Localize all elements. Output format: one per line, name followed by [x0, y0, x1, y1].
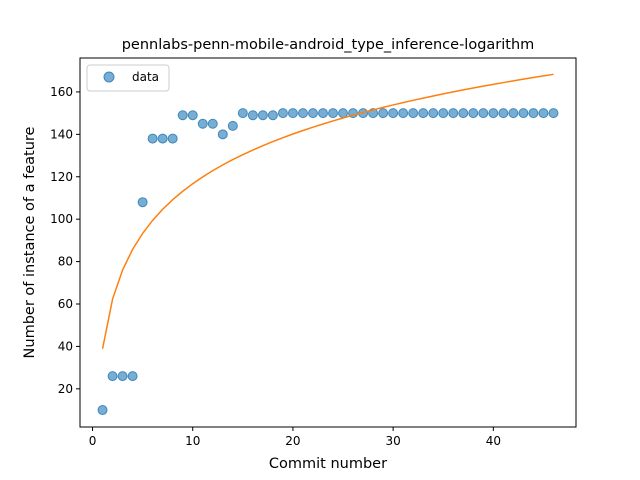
fit-line	[101, 73, 554, 349]
data-point	[488, 108, 499, 119]
y-tick-label: 80	[58, 255, 73, 269]
data-point	[117, 371, 128, 382]
data-point	[418, 108, 429, 119]
data-point	[167, 133, 178, 144]
data-point	[538, 108, 549, 119]
data-point	[177, 110, 188, 121]
data-point	[388, 108, 399, 119]
x-tick-label: 20	[285, 434, 300, 448]
data-point	[217, 129, 228, 140]
data-point	[257, 110, 268, 121]
data-point	[297, 108, 308, 119]
y-tick-label: 60	[58, 297, 73, 311]
data-point	[518, 108, 529, 119]
y-tick-label: 160	[50, 85, 73, 99]
data-point	[187, 110, 198, 121]
chart-title: pennlabs-penn-mobile-android_type_infere…	[122, 37, 535, 53]
data-point	[498, 108, 509, 119]
data-point	[127, 371, 138, 382]
data-point	[438, 108, 449, 119]
x-tick-label: 40	[486, 434, 501, 448]
y-tick-label: 140	[50, 127, 73, 141]
data-point	[428, 108, 439, 119]
legend-label-data: data	[132, 70, 159, 84]
data-point	[328, 108, 339, 119]
data-point	[237, 108, 248, 119]
y-tick-label: 120	[50, 170, 73, 184]
data-point	[157, 133, 168, 144]
y-tick-label: 40	[58, 339, 73, 353]
x-axis-label: Commit number	[269, 456, 387, 472]
plot-area	[97, 73, 559, 416]
data-point	[478, 108, 489, 119]
x-tick-label: 10	[185, 434, 200, 448]
data-point	[207, 118, 218, 129]
data-point	[548, 108, 559, 119]
axes-frame	[79, 57, 577, 428]
x-tick-label: 0	[89, 434, 97, 448]
data-point	[508, 108, 519, 119]
legend-marker-data	[103, 71, 115, 83]
y-axis-label: Number of instance of a feature	[22, 126, 38, 358]
ticks: 0 10 20 30 40 20 40 60 80 100 120 140 160	[50, 85, 501, 448]
data-point	[528, 108, 539, 119]
data-point	[107, 371, 118, 382]
data-point	[338, 108, 349, 119]
data-point	[197, 118, 208, 129]
legend: data	[86, 64, 170, 92]
data-point	[287, 108, 298, 119]
y-tick-label: 20	[58, 382, 73, 396]
x-tick-label: 30	[385, 434, 400, 448]
data-point	[247, 110, 258, 121]
data-point	[277, 108, 288, 119]
legend-box	[86, 64, 170, 92]
data-point	[267, 110, 278, 121]
data-point	[317, 108, 328, 119]
data-point	[408, 108, 419, 119]
data-point	[458, 108, 469, 119]
data-point	[468, 108, 479, 119]
y-tick-label: 100	[50, 212, 73, 226]
data-point	[147, 133, 158, 144]
data-point	[448, 108, 459, 119]
data-point	[227, 120, 238, 131]
data-point	[398, 108, 409, 119]
data-point	[137, 197, 148, 208]
data-point	[378, 108, 389, 119]
data-point	[97, 405, 108, 416]
data-point	[307, 108, 318, 119]
